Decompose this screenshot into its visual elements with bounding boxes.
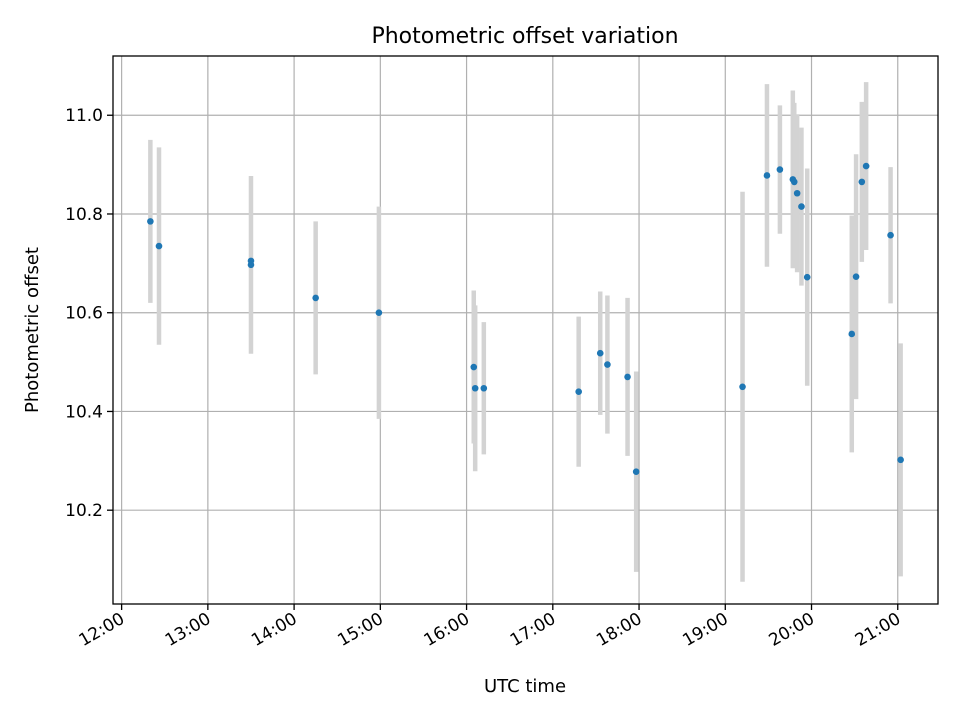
data-point bbox=[790, 178, 798, 186]
y-tick-label: 10.4 bbox=[65, 402, 103, 422]
data-point bbox=[596, 349, 604, 357]
data-point bbox=[632, 468, 640, 475]
y-tick-label: 10.8 bbox=[65, 205, 103, 225]
data-point bbox=[147, 218, 154, 225]
data-point bbox=[480, 384, 488, 392]
data-point bbox=[471, 384, 479, 392]
data-point bbox=[852, 273, 860, 280]
data-point bbox=[862, 162, 870, 170]
data-point bbox=[798, 203, 805, 210]
data-point bbox=[887, 231, 894, 239]
data-point bbox=[776, 166, 784, 173]
data-point bbox=[793, 189, 801, 197]
y-tick-label: 10.6 bbox=[65, 304, 103, 324]
data-points bbox=[147, 162, 904, 475]
data-point bbox=[624, 373, 631, 381]
data-point bbox=[470, 363, 478, 371]
data-point bbox=[604, 361, 611, 368]
plot-frame bbox=[112, 55, 939, 605]
data-point bbox=[897, 456, 904, 464]
data-point bbox=[803, 273, 811, 281]
chart-title: Photometric offset variation bbox=[371, 24, 678, 49]
data-point bbox=[848, 330, 856, 338]
x-axis-label: UTC time bbox=[484, 676, 566, 697]
data-point bbox=[763, 172, 771, 179]
data-point bbox=[739, 383, 746, 391]
data-point bbox=[312, 294, 319, 302]
data-point bbox=[858, 178, 866, 186]
data-point bbox=[247, 261, 255, 269]
data-point bbox=[375, 309, 383, 317]
data-point bbox=[155, 242, 163, 250]
data-point bbox=[575, 388, 582, 396]
y-tick-label: 10.2 bbox=[65, 501, 103, 521]
y-tick-label: 11.0 bbox=[65, 106, 103, 126]
y-axis-label: Photometric offset bbox=[22, 247, 43, 413]
y-axis-ticks: 10.2 10.4 10.6 10.8 11.0 bbox=[65, 106, 113, 521]
